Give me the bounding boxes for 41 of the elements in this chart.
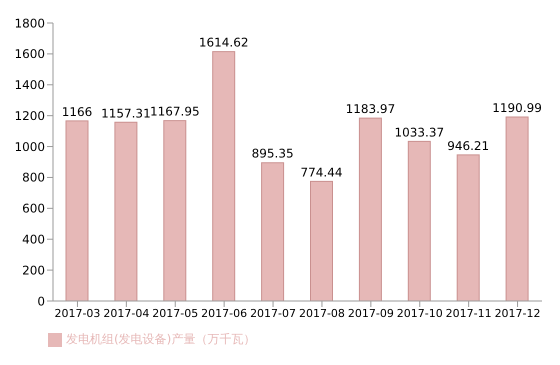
y-tick-label: 200	[22, 263, 45, 278]
bar	[506, 116, 529, 301]
bar	[358, 118, 382, 301]
x-tick-label: 2017-12	[494, 306, 541, 320]
bar	[310, 180, 333, 301]
data-label: 1166	[62, 104, 92, 119]
y-tick-label: 1200	[14, 108, 45, 123]
data-label: 1167.95	[150, 104, 200, 119]
x-tick-label: 2017-09	[348, 306, 394, 320]
y-tick-label: 0	[37, 294, 45, 308]
x-tick-label: 2017-10	[396, 306, 443, 320]
data-label: 1157.31	[101, 106, 151, 120]
bar	[456, 154, 480, 301]
x-tick-label: 2017-04	[103, 306, 150, 320]
bar	[212, 51, 236, 301]
y-tick-label: 400	[22, 232, 45, 246]
y-tick-label: 1600	[14, 47, 45, 62]
x-tick-label: 2017-07	[250, 306, 296, 320]
x-tick-label: 2017-11	[446, 306, 492, 320]
x-tick-label: 2017-08	[298, 306, 345, 320]
bar	[66, 120, 88, 301]
bar	[114, 122, 138, 301]
data-label: 1033.37	[394, 125, 444, 140]
data-label: 946.21	[447, 138, 490, 153]
y-tick-label: 1400	[14, 78, 45, 92]
data-label: 1614.62	[198, 36, 249, 50]
data-label: 1190.99	[492, 101, 542, 116]
legend-label: 发电机组(发电设备)产量（万千瓦）	[66, 332, 256, 346]
data-label: 1183.97	[346, 102, 396, 116]
y-tick-label: 600	[22, 202, 45, 216]
x-tick-label: 2017-06	[201, 306, 248, 320]
data-label: 895.35	[252, 146, 294, 161]
bar	[261, 162, 284, 301]
y-tick-label: 1000	[14, 140, 45, 154]
bar	[163, 120, 186, 301]
y-tick-label: 800	[22, 170, 45, 185]
x-tick-label: 2017-03	[54, 306, 100, 320]
x-tick-label: 2017-05	[152, 306, 198, 320]
y-tick-label: 1800	[14, 16, 45, 30]
data-label: 774.44	[300, 165, 342, 180]
bar	[408, 140, 431, 301]
